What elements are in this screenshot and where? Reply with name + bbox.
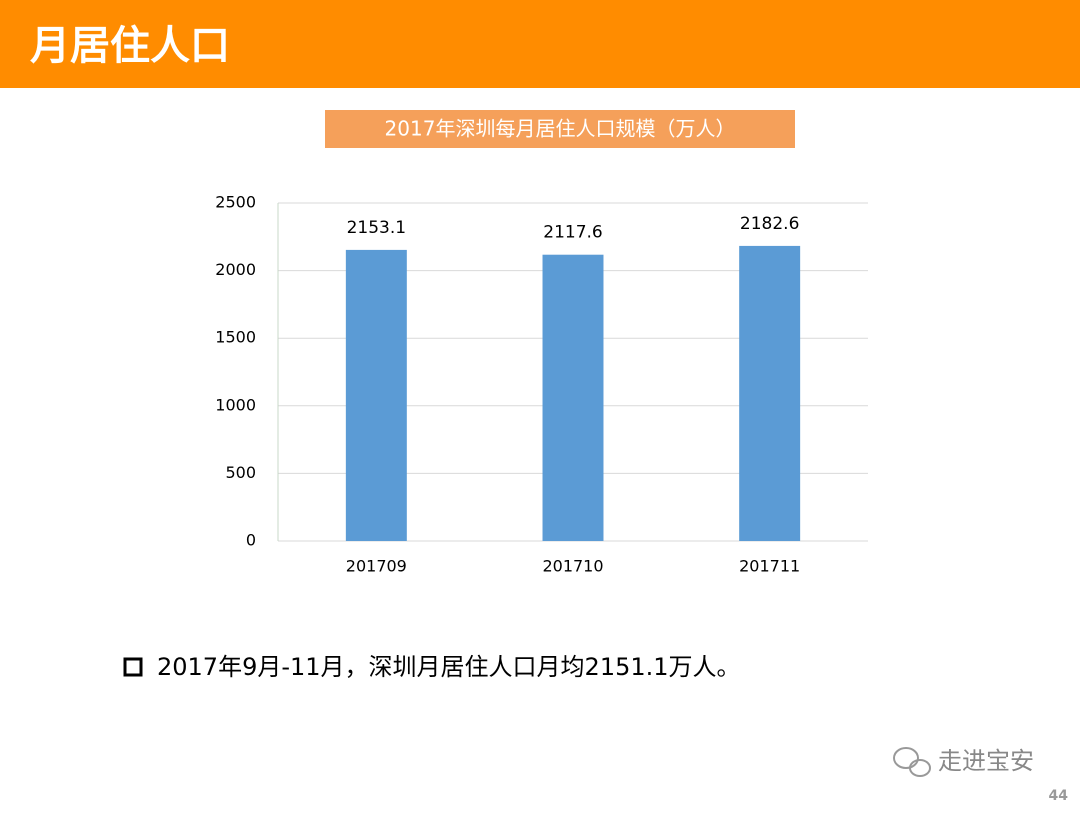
wechat-icon — [893, 747, 931, 777]
x-tick-label: 201711 — [739, 557, 800, 576]
data-label: 2117.6 — [543, 223, 602, 243]
y-tick-label: 500 — [225, 463, 256, 482]
y-tick-label: 2000 — [215, 260, 256, 279]
chart-title: 2017年深圳每月居住人口规模（万人） — [385, 117, 736, 141]
x-tick-label: 201710 — [542, 557, 603, 576]
data-label: 2153.1 — [347, 218, 406, 238]
x-tick-label: 201709 — [346, 557, 407, 576]
header-bar — [0, 0, 1080, 88]
y-tick-label: 1500 — [215, 328, 256, 347]
data-label: 2182.6 — [740, 214, 799, 234]
page-number: 44 — [1049, 788, 1069, 804]
chart-title-box — [325, 110, 795, 148]
watermark: 走进宝安 — [938, 747, 1034, 775]
bar — [739, 245, 801, 541]
y-tick-label: 1000 — [215, 395, 256, 414]
header-title: 月居住人口 — [30, 23, 230, 69]
bullet-text: 2017年9月-11月，深圳月居住人口月均2151.1万人。 — [157, 653, 741, 681]
y-tick-label: 2500 — [215, 193, 256, 212]
bar — [542, 254, 604, 541]
bullet-marker — [123, 657, 143, 677]
y-tick-label: 0 — [246, 531, 256, 550]
bar — [345, 249, 407, 541]
